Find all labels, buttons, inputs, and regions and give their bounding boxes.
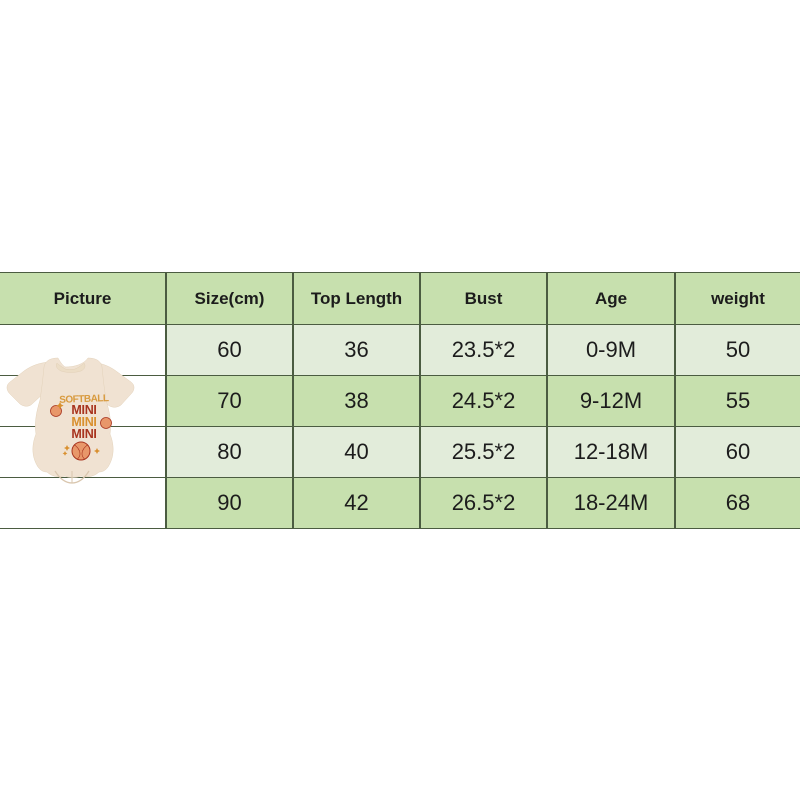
svg-text:MINI: MINI bbox=[71, 427, 96, 441]
